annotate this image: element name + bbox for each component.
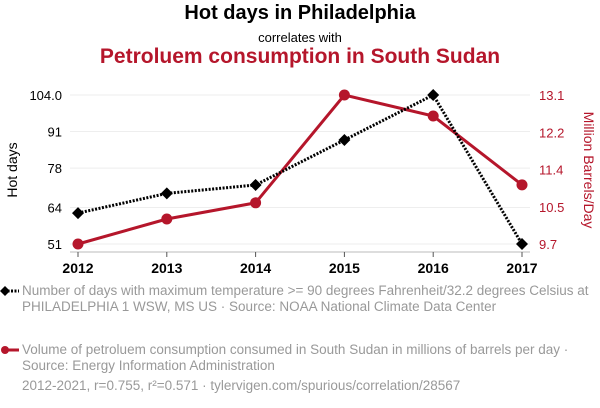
legend-item-petroleum: Volume of petroluem consumption consumed… (1, 342, 592, 374)
x-tick-label: 2015 (329, 260, 360, 276)
y-left-tick-label: 78 (48, 161, 62, 176)
y-right-tick-label: 13.1 (539, 88, 564, 103)
chart-title: Hot days in Philadelphia (184, 2, 416, 24)
chart-subtitle: Petroluem consumption in South Sudan (99, 45, 501, 68)
data-point-petroleum (516, 179, 528, 191)
y-right-tick-label: 11.4 (539, 163, 563, 178)
data-point-petroleum (338, 89, 350, 101)
x-tick-label: 2017 (506, 260, 537, 276)
x-tick-label: 2014 (240, 260, 271, 276)
data-point-petroleum (250, 197, 262, 209)
series-line-hot-days (77, 93, 524, 245)
data-point-hot-days (72, 207, 84, 220)
y-axis-left-label: Hot days (4, 142, 20, 197)
y-right-tick-label: 12.2 (539, 125, 564, 140)
y-right-tick-label: 9.7 (539, 237, 557, 252)
series-line-petroleum (77, 93, 523, 246)
chart-connector: correlates with (258, 30, 342, 45)
y-right-tick-label: 10.5 (539, 200, 564, 215)
y-left-tick-label: 104.0 (29, 88, 62, 103)
y-left-tick-label: 91 (48, 125, 62, 140)
diamond-line-icon (0, 286, 19, 296)
data-point-hot-days (249, 178, 262, 191)
legend-item-hot-days: Number of days with maximum temperature … (0, 283, 592, 315)
data-point-petroleum (427, 110, 439, 122)
legend-text-petroleum: Volume of petroluem consumption consumed… (22, 342, 569, 373)
data-point-hot-days (160, 187, 173, 200)
data-point-hot-days (427, 89, 440, 101)
legend-text-hot-days: Number of days with maximum temperature … (22, 283, 589, 314)
x-tick-label: 2013 (151, 260, 182, 276)
chart-footer: 2012-2021, r=0.755, r²=0.571 · tylervige… (22, 378, 461, 393)
x-tick-label: 2016 (418, 260, 449, 276)
y-left-tick-label: 64 (48, 200, 62, 215)
x-tick-label: 2012 (62, 260, 93, 276)
y-left-tick-label: 51 (48, 237, 62, 252)
data-point-petroleum (72, 238, 84, 250)
y-axis-right-label: Million Barrels/Day (581, 112, 597, 229)
data-point-hot-days (516, 238, 528, 250)
data-point-petroleum (161, 213, 173, 225)
circle-line-icon (1, 346, 19, 354)
data-point-hot-days (338, 133, 351, 146)
